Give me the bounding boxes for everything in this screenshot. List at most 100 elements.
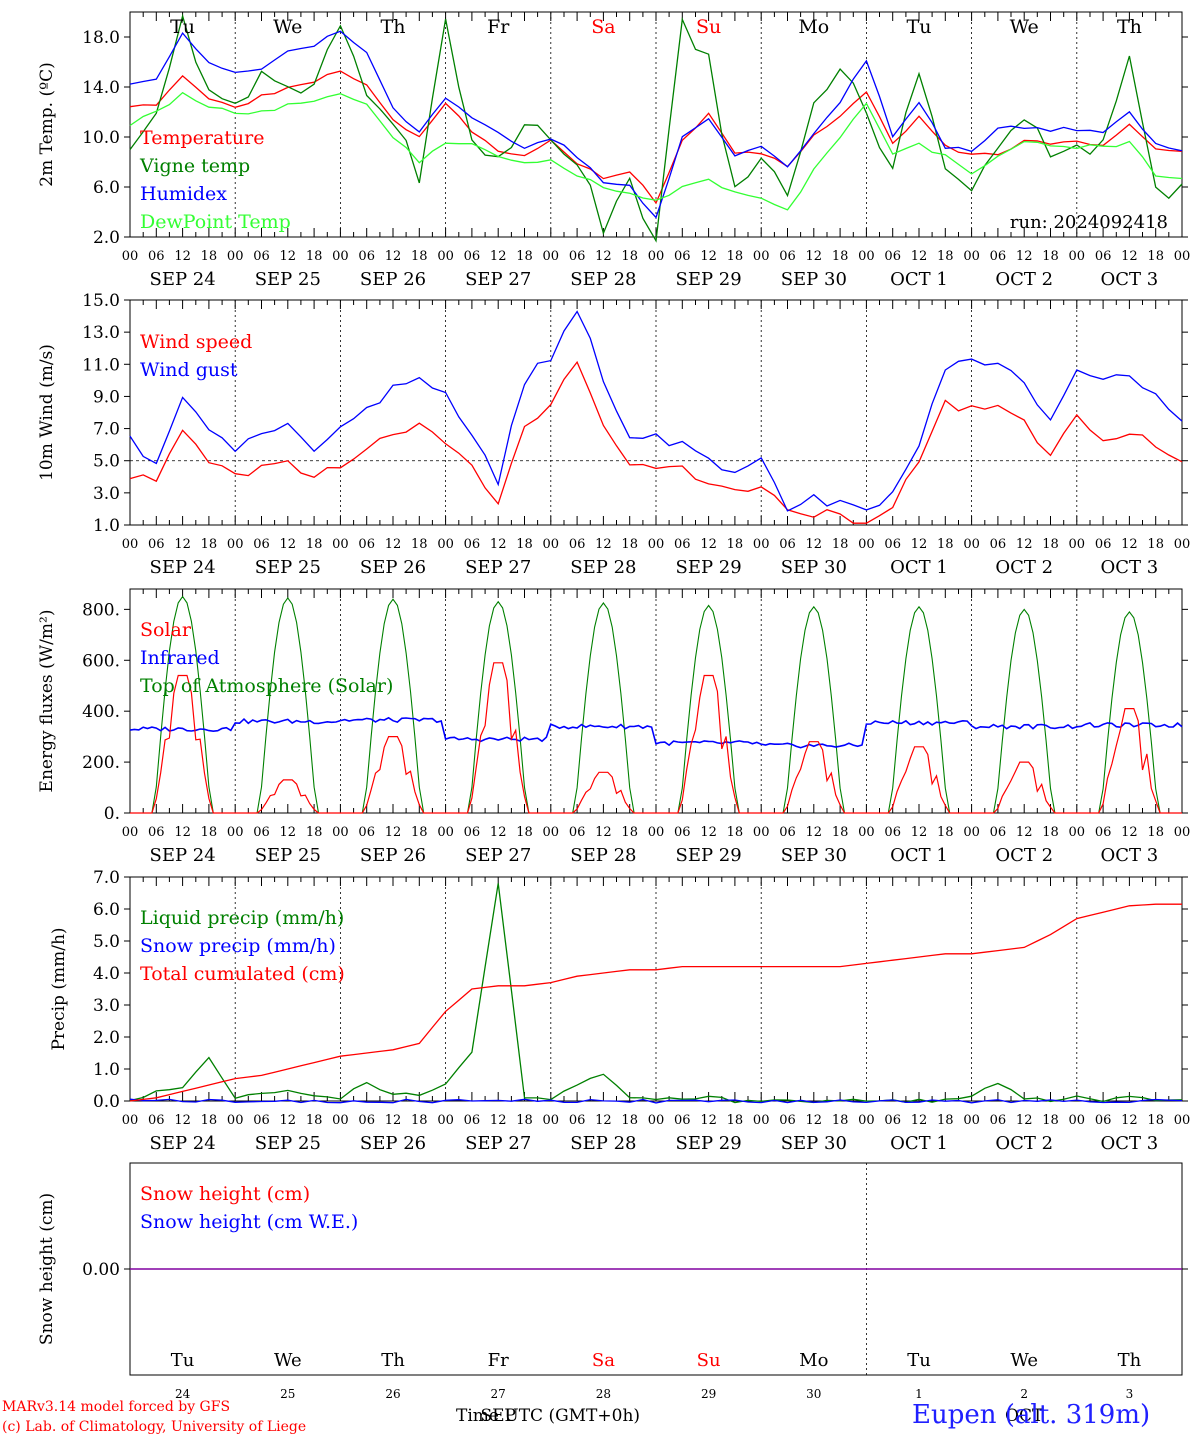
energy-hour-tick-label: 00 (332, 825, 349, 840)
wind-hour-tick-label: 06 (358, 537, 375, 552)
wind-hour-tick-label: 00 (648, 537, 665, 552)
temperature-hour-tick-label: 12 (385, 249, 402, 264)
temperature-hour-tick-label: 12 (1121, 249, 1138, 264)
temperature-y-tick-label: 14.0 (82, 78, 120, 98)
wind-hour-tick-label: 18 (306, 537, 323, 552)
weekday-label: Tu (907, 16, 932, 38)
snow-day-number: 27 (491, 1387, 506, 1401)
energy-legend-entry: Top of Atmosphere (Solar) (140, 675, 393, 697)
temperature-hour-tick-label: 00 (963, 249, 980, 264)
wind-hour-tick-label: 12 (490, 537, 507, 552)
snow-weekday-label: We (274, 1350, 302, 1371)
energy-day-label: SEP 29 (675, 845, 741, 866)
snow-day-number: 26 (385, 1387, 400, 1401)
temperature-hour-tick-label: 18 (411, 249, 428, 264)
wind-hour-tick-label: 18 (411, 537, 428, 552)
energy-day-label: SEP 28 (570, 845, 636, 866)
precip-x-minor-ticks (129, 877, 1183, 1101)
wind-hour-tick-label: 12 (174, 537, 191, 552)
wind-y-tick-label: 3.0 (93, 484, 120, 504)
weekday-label: Th (381, 16, 406, 38)
energy-day-label: SEP 25 (255, 845, 321, 866)
temperature-hour-tick-label: 18 (306, 249, 323, 264)
wind-day-label: SEP 30 (781, 557, 847, 578)
temperature-day-label: OCT 3 (1101, 269, 1159, 290)
temperature-hour-tick-label: 06 (253, 249, 270, 264)
snow-day-number: 28 (596, 1387, 611, 1401)
temperature-hour-tick-label: 18 (201, 249, 218, 264)
wind-hour-tick-label: 18 (727, 537, 744, 552)
temperature-day-label: SEP 24 (149, 269, 215, 290)
wind-day-label: SEP 26 (360, 557, 426, 578)
snow-y-axis-title: Snow height (cm) (37, 1193, 57, 1345)
energy-hour-tick-label: 06 (884, 825, 901, 840)
energy-day-label: SEP 24 (149, 845, 215, 866)
precip-hour-tick-label: 18 (937, 1113, 954, 1128)
precip-hour-tick-label: 12 (280, 1113, 297, 1128)
energy-hour-tick-label: 12 (1121, 825, 1138, 840)
precip-hour-tick-label: 00 (648, 1113, 665, 1128)
wind-hour-tick-label: 06 (884, 537, 901, 552)
temperature-hour-tick-label: 00 (543, 249, 560, 264)
energy-hour-tick-label: 18 (1147, 825, 1164, 840)
precip-y-tick-label: 4.0 (93, 964, 120, 984)
precip-hour-tick-label: 18 (1042, 1113, 1059, 1128)
weekday-label: Su (696, 16, 721, 38)
temperature-hour-tick-label: 00 (1174, 249, 1191, 264)
precip-day-label: OCT 2 (995, 1133, 1053, 1154)
precip-hour-tick-label: 18 (727, 1113, 744, 1128)
weekday-label: Th (1117, 16, 1142, 38)
wind-hour-tick-label: 18 (1147, 537, 1164, 552)
temperature-series-line (129, 13, 1183, 243)
wind-day-label: SEP 25 (255, 557, 321, 578)
precip-y-tick-label: 6.0 (93, 900, 120, 920)
wind-hour-tick-label: 00 (437, 537, 454, 552)
wind-day-label: OCT 3 (1101, 557, 1159, 578)
energy-hour-tick-label: 12 (911, 825, 928, 840)
precip-series-line (129, 1098, 1183, 1104)
snow-weekday-label: Su (697, 1350, 721, 1371)
energy-hour-tick-label: 06 (569, 825, 586, 840)
energy-hour-tick-label: 18 (621, 825, 638, 840)
precip-hour-tick-label: 12 (1121, 1113, 1138, 1128)
temperature-hour-tick-label: 06 (358, 249, 375, 264)
energy-hour-tick-label: 06 (779, 825, 796, 840)
weekday-label: Sa (591, 16, 615, 38)
snow-day-number: 24 (175, 1387, 191, 1401)
temperature-day-label: SEP 26 (360, 269, 426, 290)
temperature-hour-tick-label: 12 (174, 249, 191, 264)
precip-hour-tick-label: 06 (569, 1113, 586, 1128)
precip-hour-tick-label: 06 (1095, 1113, 1112, 1128)
wind-day-label: SEP 28 (570, 557, 636, 578)
precip-hour-tick-label: 12 (700, 1113, 717, 1128)
precip-day-label: SEP 29 (675, 1133, 741, 1154)
temperature-hour-tick-label: 06 (464, 249, 481, 264)
weekday-label: We (1010, 16, 1039, 38)
temperature-day-label: SEP 28 (570, 269, 636, 290)
temperature-hour-tick-label: 00 (648, 249, 665, 264)
energy-day-label: SEP 26 (360, 845, 426, 866)
precip-hour-tick-label: 18 (306, 1113, 323, 1128)
wind-hour-tick-label: 00 (332, 537, 349, 552)
snow-weekday-label: Fr (488, 1350, 509, 1371)
energy-day-label: SEP 30 (781, 845, 847, 866)
wind-hour-tick-label: 06 (674, 537, 691, 552)
precip-day-label: SEP 30 (781, 1133, 847, 1154)
wind-hour-tick-label: 00 (227, 537, 244, 552)
snow-weekday-label: Th (381, 1350, 405, 1371)
wind-hour-tick-label: 12 (700, 537, 717, 552)
weekday-label: Mo (798, 16, 829, 38)
energy-hour-tick-label: 06 (674, 825, 691, 840)
precip-hour-tick-label: 06 (464, 1113, 481, 1128)
snow-weekday-label: Tu (171, 1350, 195, 1371)
energy-hour-tick-label: 12 (1016, 825, 1033, 840)
precip-hour-tick-label: 12 (490, 1113, 507, 1128)
temperature-hour-tick-label: 18 (727, 249, 744, 264)
snow-legend-entry: Snow height (cm) (140, 1183, 310, 1205)
precip-day-label: SEP 28 (570, 1133, 636, 1154)
precip-day-label: SEP 26 (360, 1133, 426, 1154)
precip-hour-tick-label: 06 (358, 1113, 375, 1128)
energy-hour-tick-label: 06 (990, 825, 1007, 840)
precip-hour-tick-label: 06 (674, 1113, 691, 1128)
precip-hour-tick-label: 06 (990, 1113, 1007, 1128)
